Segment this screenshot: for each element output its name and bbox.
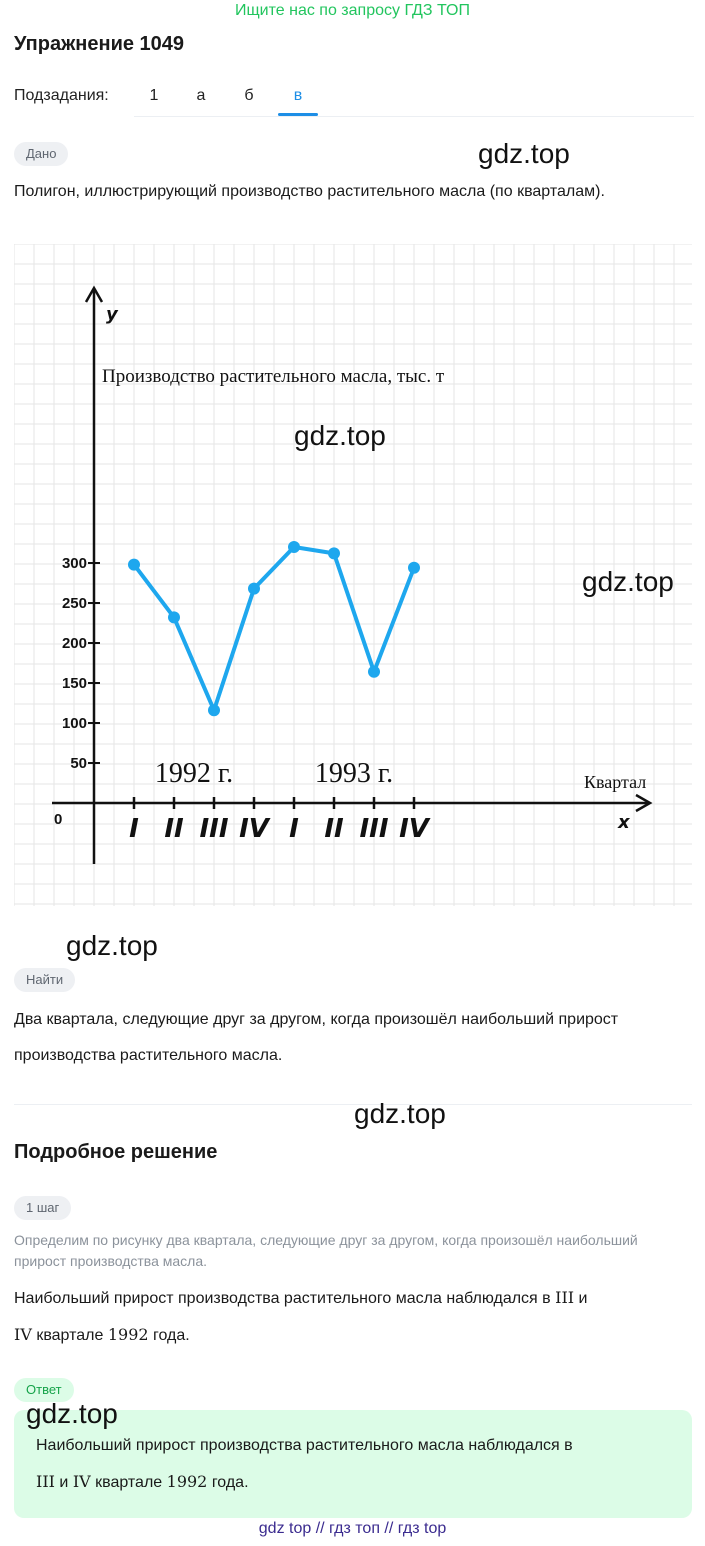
x-tick-label: II [324,814,344,844]
answer-badge: Ответ [14,1378,74,1402]
solution-title: Подробное решение [14,1141,218,1163]
data-point [368,665,380,678]
top-banner[interactable]: Ищите нас по запросу ГДЗ ТОП [235,2,470,19]
find-badge: Найти [14,968,76,992]
answer-text: Наибольший прирост производства растител… [36,1437,573,1491]
y-tick-label: 300 [62,555,87,572]
watermark: gdz.top [26,1398,118,1429]
watermark: gdz.top [582,566,674,597]
tab-v[interactable]: в [293,87,303,104]
chart-title: Производство растительного масла, тыс. т [102,366,445,387]
y-tick-label: 100 [62,715,87,732]
answer-box: Наибольший прирост производства растител… [14,1410,692,1518]
x-tick-label: I [289,814,299,844]
x-tick-label: II [164,814,184,844]
chart: y x 0 Производство растительного масла, тыс… [13,243,692,906]
quarter-3: III [555,1288,575,1307]
divider [14,1104,692,1105]
year-label-1993: 1993 г. [315,758,393,789]
tab-a[interactable]: а [196,87,206,104]
data-point [208,704,220,717]
series-line [132,545,416,713]
polygon-chart: y x 0 Производство растительного масла, тыс… [13,243,692,906]
subtasks-tabs: 1 а б в [134,72,694,117]
step-hint: Определим по рисунку два квартала, следу… [14,1232,638,1269]
x-tick-label: I [129,814,139,844]
data-point [248,582,260,595]
x-tick-label: IV [239,814,271,844]
data-point [128,558,140,571]
data-point [408,561,420,574]
active-tab-indicator [278,113,318,116]
watermark: gdz.top [478,138,570,169]
x-axis-arrow [635,793,653,813]
x-axis-title: Квартал [584,772,646,792]
watermark: gdz.top [354,1098,446,1129]
x-axis-letter: x [617,812,631,833]
page-title: Упражнение 1049 [14,33,185,55]
year: 1992 [107,1325,149,1344]
data-point [288,541,300,553]
year-label-1992: 1992 г. [155,758,233,789]
origin-label: 0 [54,811,62,828]
y-axis-arrow [84,285,104,303]
watermark: gdz.top [66,930,158,961]
footer-links[interactable]: gdz top // гдз топ // гдз top [258,1520,447,1537]
find-text: Два квартала, следующие друг за другом, … [14,1011,619,1064]
watermark: gdz.top [294,420,386,451]
data-point [168,611,180,624]
subtasks-label: Подзадания: [14,87,109,104]
given-text: Полигон, иллюстрирующий производство рас… [14,183,605,200]
y-tick-label: 250 [62,595,87,612]
y-tick-label: 150 [62,675,87,692]
x-tick-label: III [199,814,228,844]
y-axis-label: y [106,304,119,325]
x-tick-label: IV [399,814,431,844]
tab-b[interactable]: б [244,87,254,104]
y-tick-label: 50 [70,755,87,772]
tab-1[interactable]: 1 [149,87,159,104]
quarter-4: IV [14,1325,32,1344]
step-badge: 1 шаг [14,1196,72,1220]
x-tick-label: III [359,814,388,844]
data-point [328,547,340,560]
y-tick-label: 200 [62,635,87,652]
step-text: Наибольший прирост производства растител… [14,1288,588,1344]
given-badge: Дано [14,142,69,166]
